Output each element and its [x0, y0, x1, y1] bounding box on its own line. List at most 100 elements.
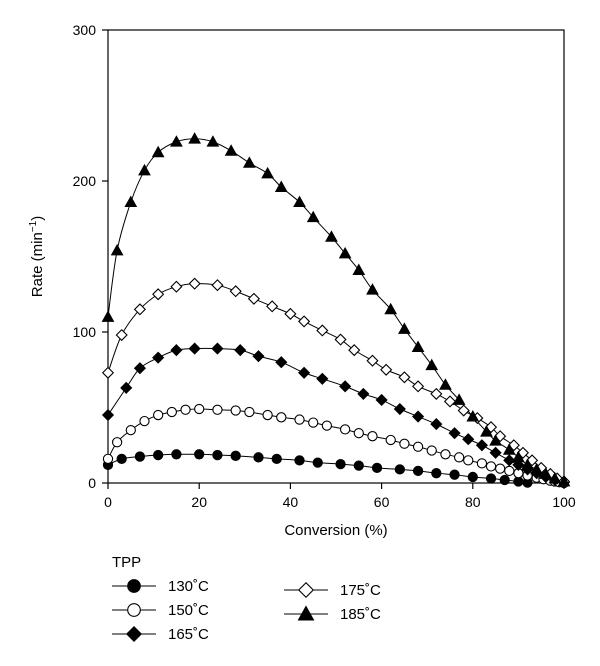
data-point — [170, 344, 183, 357]
data-point — [399, 438, 410, 449]
data-point — [394, 464, 405, 475]
data-point — [275, 356, 288, 369]
data-point — [512, 450, 525, 463]
data-point — [521, 458, 534, 470]
data-point — [398, 322, 411, 334]
data-point — [151, 145, 165, 158]
data-point — [298, 315, 311, 328]
data-point — [211, 279, 224, 292]
data-point — [507, 439, 520, 452]
data-point — [316, 324, 329, 337]
data-point — [316, 372, 329, 385]
data-point — [476, 458, 488, 469]
legend-marker — [127, 579, 141, 593]
legend-label: 185˚C — [340, 606, 381, 623]
y-tick-label: 200 — [73, 173, 97, 189]
data-point — [412, 465, 424, 477]
data-point — [116, 453, 127, 464]
data-point — [516, 446, 530, 459]
y-axis-label-close: ) — [29, 216, 46, 221]
legend-title: TPP — [112, 554, 141, 571]
data-point — [152, 288, 165, 301]
data-point — [353, 428, 364, 439]
data-point — [170, 135, 183, 147]
y-axis-label-superscript: −1 — [28, 220, 39, 232]
data-point — [115, 328, 128, 342]
legend-label: 150˚C — [168, 602, 209, 619]
data-point — [194, 449, 205, 460]
data-point — [539, 467, 553, 479]
data-point — [252, 350, 265, 363]
data-point — [294, 455, 305, 466]
data-point — [125, 424, 136, 436]
legend-marker — [127, 603, 141, 617]
data-point — [244, 406, 255, 418]
data-point — [489, 434, 502, 446]
legend-label: 175˚C — [340, 582, 381, 599]
data-point — [495, 463, 506, 474]
data-point — [194, 403, 205, 415]
data-point — [298, 366, 311, 379]
data-point — [262, 409, 273, 421]
data-point — [485, 473, 497, 484]
data-point — [357, 387, 370, 400]
data-point — [133, 303, 146, 316]
data-point — [489, 446, 502, 459]
data-point — [380, 363, 393, 376]
data-point — [452, 393, 466, 405]
data-point — [548, 471, 562, 484]
data-point — [166, 406, 177, 418]
data-point — [180, 404, 191, 415]
data-point — [276, 412, 287, 423]
data-point — [308, 417, 319, 428]
data-point — [171, 449, 182, 460]
data-point — [110, 243, 124, 256]
legend-item-4: 175˚C — [284, 581, 381, 599]
data-point — [206, 135, 220, 147]
data-point — [234, 344, 247, 357]
series-points-1 — [102, 449, 533, 488]
data-point — [431, 468, 442, 479]
data-point — [334, 333, 347, 346]
legend-marker — [297, 605, 315, 621]
data-point — [266, 300, 279, 313]
series-line-2 — [107, 408, 565, 484]
plot-area-border — [107, 29, 565, 484]
data-point — [229, 285, 242, 298]
y-tick-label: 100 — [73, 324, 97, 340]
data-point — [153, 449, 164, 461]
data-point — [211, 342, 224, 355]
data-point — [557, 474, 571, 487]
data-point — [366, 354, 379, 367]
data-point — [271, 453, 282, 464]
data-point — [102, 453, 114, 464]
legend: 130˚C 150˚C 165˚C 175˚C 185˚C — [112, 578, 381, 643]
legend-item-3: 165˚C — [112, 625, 209, 643]
data-point — [398, 371, 411, 384]
data-point — [412, 410, 425, 423]
data-point — [101, 310, 115, 322]
series-curves — [107, 138, 565, 484]
series-line-5 — [107, 138, 565, 482]
data-point — [375, 393, 388, 407]
x-tick-label: 40 — [283, 494, 299, 510]
data-point — [502, 443, 516, 455]
data-point — [120, 381, 133, 394]
data-point — [339, 380, 352, 393]
series-points-4 — [101, 277, 571, 488]
data-point — [463, 455, 474, 466]
data-point — [484, 421, 498, 434]
legend-item-1: 130˚C — [112, 578, 209, 595]
data-point — [338, 246, 352, 259]
series-points-5 — [101, 132, 571, 487]
data-point — [294, 414, 305, 425]
data-point — [224, 144, 238, 156]
data-point — [467, 471, 478, 483]
data-point — [411, 340, 425, 353]
x-tick-label: 60 — [374, 494, 390, 510]
y-axis-label: Rate (min−1) — [28, 216, 46, 297]
data-point — [212, 449, 223, 461]
x-axis-label: Conversion (%) — [284, 522, 387, 539]
legend-label: 130˚C — [168, 578, 209, 595]
